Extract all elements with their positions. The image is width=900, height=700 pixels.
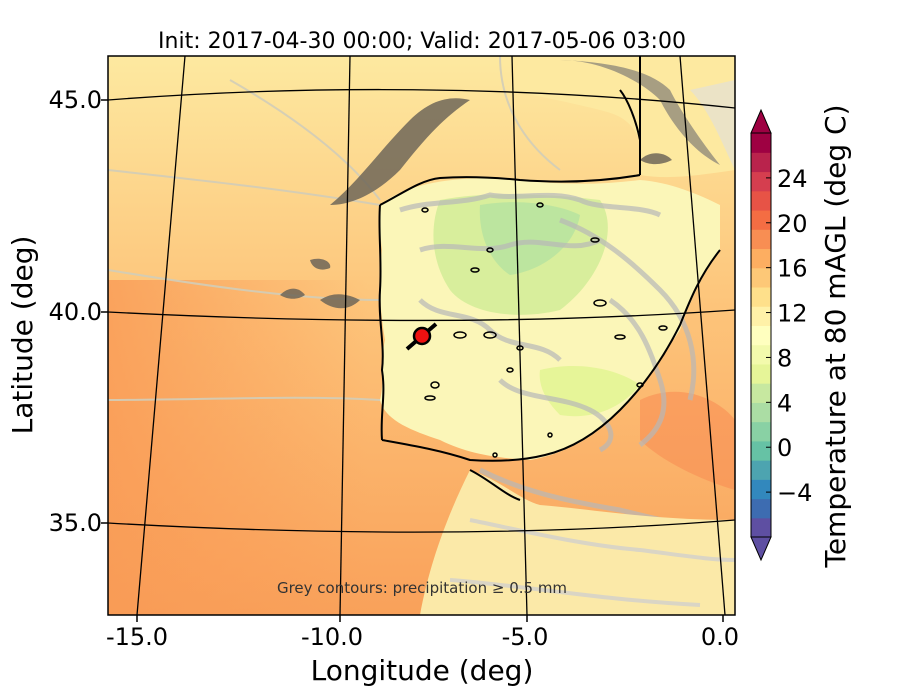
x-tick-label: -15.0 xyxy=(106,623,168,651)
colorbar-band xyxy=(751,133,771,153)
y-tick-label: 35.0 xyxy=(49,509,102,537)
colorbar-band xyxy=(751,286,771,307)
precipitation-note: Grey contours: precipitation ≥ 0.5 mm xyxy=(277,579,567,597)
colorbar-frame xyxy=(750,132,772,538)
cloud-features xyxy=(280,98,672,309)
colorbar-band xyxy=(751,402,771,423)
graticule xyxy=(108,56,735,615)
axis-ticks xyxy=(101,99,724,622)
colorbar-ticks: 24 20 16 12 8 4 0 −4 xyxy=(766,165,812,507)
colorbar-max-extend xyxy=(750,108,772,134)
map-area: Grey contours: precipitation ≥ 0.5 mm xyxy=(108,56,735,615)
colorbar-tick-label: 8 xyxy=(777,344,792,372)
y-tick-label: 40.0 xyxy=(49,298,102,326)
coastlines xyxy=(378,56,721,501)
colorbar-band xyxy=(751,440,771,461)
meridian-minus15 xyxy=(136,56,186,615)
location-marker-dot xyxy=(412,326,432,346)
colorbar-bands xyxy=(751,133,771,538)
interior-coldest-zone xyxy=(479,202,580,275)
parallel-45 xyxy=(108,88,735,109)
colorbar-tick-label: −4 xyxy=(777,479,812,507)
warm-sea-region xyxy=(108,280,368,615)
colorbar-tick-label: 4 xyxy=(777,389,792,417)
france-landmass xyxy=(510,56,735,178)
colorbar-band xyxy=(751,306,771,326)
parallel-35 xyxy=(108,519,735,533)
colorbar-band xyxy=(751,517,771,538)
colorbar-band xyxy=(751,209,771,230)
colorbar-band xyxy=(751,229,771,250)
africa-precip-contours xyxy=(449,518,735,607)
colorbar-tick-label: 24 xyxy=(777,165,808,193)
alps-snow-relief xyxy=(690,80,735,170)
colorbar-band xyxy=(751,344,771,365)
colorbar-band xyxy=(751,460,771,480)
colorbar-tick-label: 12 xyxy=(777,300,808,328)
colorbar: 24 20 16 12 8 4 0 −4 xyxy=(750,108,812,562)
colorbar-band xyxy=(751,248,771,269)
colorbar-band xyxy=(751,498,771,519)
y-tick-label: 45.0 xyxy=(49,86,102,114)
colorbar-band xyxy=(751,383,771,403)
colorbar-band xyxy=(751,171,771,192)
parallel-40 xyxy=(108,309,735,322)
chart-title: Init: 2017-04-30 00:00; Valid: 2017-05-0… xyxy=(158,29,686,54)
colorbar-band xyxy=(751,421,771,442)
meridian-0 xyxy=(679,56,726,615)
colorbar-tick-label: 16 xyxy=(777,255,808,283)
colorbar-band xyxy=(751,267,771,288)
x-tick-label: -10.0 xyxy=(301,623,363,651)
colorbar-band xyxy=(751,152,771,173)
y-axis-label: Latitude (deg) xyxy=(6,236,39,435)
x-tick-label: 0.0 xyxy=(701,623,739,651)
colorbar-band xyxy=(751,363,771,384)
colorbar-band xyxy=(751,325,771,346)
x-tick-label: -5.0 xyxy=(502,623,549,651)
x-axis-label: Longitude (deg) xyxy=(311,654,534,687)
colorbar-band xyxy=(751,190,771,211)
colorbar-label: Temperature at 80 mAGL (deg C) xyxy=(819,104,852,568)
meridian-minus5 xyxy=(511,56,528,615)
colorbar-tick-label: 20 xyxy=(777,210,808,238)
site-marker[interactable] xyxy=(405,322,438,351)
lake-outlines xyxy=(421,202,668,458)
colorbar-min-extend xyxy=(750,536,772,562)
meridian-minus10 xyxy=(339,56,351,615)
map-frame xyxy=(107,55,736,616)
colorbar-band xyxy=(751,479,771,500)
colorbar-tick-label: 0 xyxy=(777,434,792,462)
